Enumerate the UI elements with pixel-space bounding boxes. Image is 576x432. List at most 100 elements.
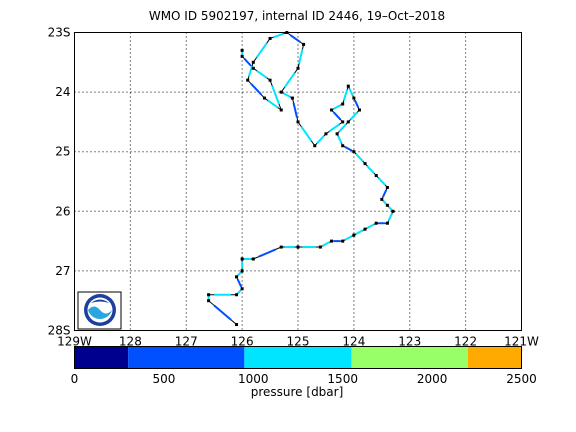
profile-point [324,132,328,136]
lon-tick-label: 125 [287,335,310,349]
colorbar-band [128,346,245,369]
pressure-segment [355,153,364,162]
profile-point [268,78,272,82]
pressure-segment [256,69,268,79]
pressure-segment [377,177,386,186]
colorbar-tick-label: 1000 [238,372,269,386]
pressure-segment [236,278,242,287]
profile-point [363,162,367,166]
lon-tick-label: 121W [504,335,539,349]
colorbar-bands [74,346,522,369]
profile-point [290,96,294,100]
profile-point [313,144,317,148]
profile-point [335,132,339,136]
noaa-logo [77,291,122,330]
pressure-segment [342,89,349,101]
profile-point [240,287,244,291]
profile-point [279,245,283,249]
pressure-segment [322,241,330,247]
lon-tick-label: 124 [342,335,365,349]
pressure-segment [354,100,360,109]
lat-tick-label: 23S [48,26,71,40]
float-track [207,31,395,327]
profile-point [240,269,244,273]
latitude-tick-labels: 23S 24 25 26 27 28S [48,26,71,338]
pressure-segment [344,146,353,152]
profile-point [374,174,378,178]
lon-tick-label: 123 [398,335,421,349]
pressure-segment [366,165,375,174]
profile-point [352,233,356,237]
profile-point [240,48,244,52]
logo-wave [88,306,112,319]
pressure-segment [292,102,298,118]
logo-bird [91,299,109,303]
profile-point [268,36,272,40]
profile-point [207,299,211,303]
colorbar-band [351,346,468,369]
profile-point [341,120,345,124]
lon-tick-label: 122 [454,335,477,349]
pressure-segment [382,189,388,198]
profile-point [352,150,356,154]
profile-point [363,227,367,231]
profile-point [380,197,384,201]
colorbar-tick-label: 1500 [327,372,358,386]
profile-point [240,257,244,261]
lat-tick-label: 25 [55,145,70,159]
map-axes: 23S 24 25 26 27 28S 129W 128 127 126 125 124 123 122… [48,26,539,349]
pressure-segment [387,205,393,211]
pressure-segment [258,248,277,258]
pressure-segment [255,42,268,59]
longitude-tick-labels: 129W 128 127 126 125 124 123 122 121W [57,335,539,349]
colorbar: 0 500 1000 1500 2000 2500 pressure [dbar] [71,346,537,399]
profile-point [357,108,361,112]
colorbar-tick-label: 0 [71,372,79,386]
profile-point [341,144,345,148]
figure-title: WMO ID 5902197, internal ID 2446, 19–Oct… [149,9,445,23]
pressure-segment [243,58,252,67]
pressure-segment [333,104,341,110]
pressure-segment [316,135,325,145]
profile-point [285,31,289,34]
profile-point [318,245,322,249]
profile-point [207,293,211,297]
pressure-segment [337,135,343,144]
colorbar-band [467,346,522,369]
profile-point [330,239,334,243]
profile-point [391,209,395,213]
pressure-segment [387,213,393,222]
profile-point [330,108,334,112]
pressure-segment [349,111,358,121]
lon-tick-label: 127 [175,335,198,349]
map-grid [74,32,522,331]
profile-point [235,323,239,327]
pressure-segment [283,92,291,98]
pressure-segment [348,88,354,97]
profile-point [385,203,389,207]
pressure-segment [250,83,262,96]
pressure-segment [267,99,279,109]
lon-tick-label: 128 [119,335,142,349]
profile-point [279,108,283,112]
colorbar-tick-labels: 0 500 1000 1500 2000 2500 [71,372,537,386]
lat-tick-label: 26 [55,204,70,218]
colorbar-tick-label: 500 [152,372,175,386]
pressure-segment [328,123,340,133]
profile-point [302,42,306,46]
profile-point [235,275,239,279]
pressure-segment [300,126,313,142]
lon-tick-label: 126 [231,335,254,349]
profile-point [352,96,356,100]
profile-point [346,84,350,88]
profile-point [341,239,345,243]
profile-point [296,120,300,124]
colorbar-label: pressure [dbar] [251,385,344,399]
profile-point [251,66,255,70]
profile-point [296,66,300,70]
profile-point [262,96,266,100]
pressure-segment [283,72,296,88]
lat-tick-label: 24 [55,85,70,99]
pressure-segment [271,85,280,105]
profile-point [374,221,378,225]
